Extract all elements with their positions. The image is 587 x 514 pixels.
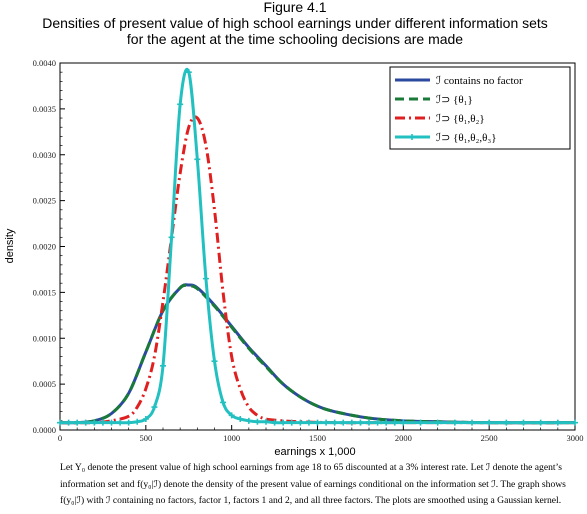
y-tick-label: 0.0020 [33, 242, 56, 252]
y-axis: 0.0000 0.0005 0.0010 0.0015 0.0020 0.0025 0.00… [33, 58, 65, 435]
data-point [554, 419, 561, 426]
y-tick-label: 0.0025 [33, 196, 56, 206]
chart-title-line2: for the agent at the time schooling deci… [127, 31, 463, 47]
data-point [357, 419, 364, 426]
chart-title-line1: Densities of present value of high schoo… [42, 15, 548, 31]
legend-item: ℐ⊃ {θ₁,θ₂} [395, 113, 485, 125]
data-point [57, 419, 63, 426]
data-point [151, 404, 158, 411]
data-point [245, 417, 252, 424]
data-point [134, 418, 141, 425]
data-point [82, 419, 89, 426]
data-point [400, 419, 407, 426]
x-tick-label: 2000 [395, 433, 412, 443]
data-point [314, 419, 321, 426]
y-tick-label: 0.0000 [33, 425, 56, 435]
y-tick-label: 0.0040 [33, 58, 56, 68]
data-point [417, 419, 424, 426]
data-point [211, 358, 218, 365]
data-point [263, 418, 269, 425]
data-point [537, 419, 544, 426]
data-point [108, 419, 115, 426]
figure-label: Figure 4.1 [263, 0, 326, 15]
y-tick-label: 0.0010 [33, 333, 56, 343]
y-tick-label: 0.0035 [33, 104, 56, 114]
y-tick-label: 0.0015 [33, 287, 56, 297]
data-point [305, 419, 312, 426]
legend-item: ℐ⊃ {θ₁,θ₂,θ₃} [395, 132, 497, 144]
data-point [271, 419, 278, 426]
legend-item: ℐ contains no factor [395, 75, 523, 87]
legend-label: ℐ⊃ {θ₁,θ₂,θ₃} [436, 132, 497, 144]
series-layer [57, 67, 578, 426]
y-axis-label: density [4, 228, 16, 263]
data-point [99, 419, 106, 426]
x-tick-label: 1500 [309, 433, 326, 443]
data-point [254, 418, 261, 425]
x-tick-label: 500 [139, 433, 152, 443]
x-axis: 0 500 1000 1500 2000 2500 3000 [58, 425, 584, 443]
data-point [486, 419, 493, 426]
x-tick-label: 1000 [223, 433, 240, 443]
data-point [194, 156, 201, 163]
data-point [280, 419, 287, 426]
data-point [391, 419, 398, 426]
data-point [503, 419, 510, 426]
data-point [469, 419, 475, 426]
data-point [202, 275, 209, 282]
legend-label: ℐ⊃ {θ₁} [436, 94, 473, 106]
legend-label: ℐ⊃ {θ₁,θ₂} [436, 113, 485, 125]
data-point [168, 234, 175, 241]
data-point [65, 419, 72, 426]
x-tick-label: 0 [58, 433, 62, 443]
data-point [451, 419, 458, 426]
data-point [185, 69, 192, 76]
data-point [297, 419, 304, 426]
x-axis-label: earnings x 1,000 [274, 446, 355, 458]
figure-caption: Let Y₀ denote the present value of high … [60, 462, 566, 506]
data-point [288, 419, 295, 426]
data-point [74, 419, 81, 426]
data-point [331, 419, 338, 426]
data-point [125, 419, 132, 426]
legend-label: ℐ contains no factor [436, 75, 523, 87]
data-point [177, 101, 184, 108]
data-point [520, 419, 527, 426]
legend-item: ℐ⊃ {θ₁} [395, 94, 473, 106]
data-point [142, 415, 149, 422]
data-point [572, 419, 578, 426]
x-tick-label: 3000 [567, 433, 584, 443]
data-point [220, 399, 227, 406]
y-tick-label: 0.0005 [33, 379, 56, 389]
legend: ℐ contains no factor ℐ⊃ {θ₁} ℐ⊃ {θ₁,θ₂} ℐ⊃ … [389, 66, 571, 150]
data-point [91, 419, 98, 426]
series-4 [57, 67, 578, 426]
data-point [374, 419, 381, 426]
data-point [434, 419, 441, 426]
data-point [383, 419, 390, 426]
data-point [323, 419, 330, 426]
y-tick-label: 0.0030 [33, 150, 56, 160]
data-point [228, 412, 235, 419]
data-point [117, 419, 124, 426]
legend-marker [409, 134, 415, 140]
data-point [348, 419, 355, 426]
data-point [237, 415, 244, 422]
data-point [366, 419, 372, 426]
data-point [160, 362, 166, 369]
x-tick-label: 2500 [481, 433, 498, 443]
data-point [340, 419, 347, 426]
